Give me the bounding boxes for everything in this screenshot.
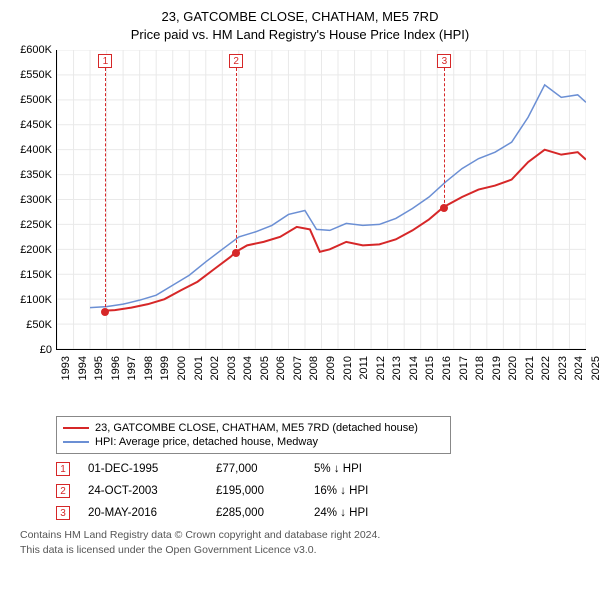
y-tick-label: £600K: [20, 44, 52, 56]
y-tick-label: £50K: [26, 319, 52, 331]
y-tick-label: £350K: [20, 169, 52, 181]
y-tick-label: £300K: [20, 194, 52, 206]
sale-marker-dot: [440, 204, 448, 212]
x-tick-label: 2017: [458, 356, 470, 380]
y-tick-label: £150K: [20, 269, 52, 281]
x-tick-label: 2014: [408, 356, 420, 380]
event-pct-vs-hpi: 24% ↓ HPI: [314, 507, 414, 519]
y-tick-label: £450K: [20, 119, 52, 131]
x-axis: 1993 1994 1995 1996 1997 1998 1999 2000 2001 2002…: [56, 352, 586, 410]
x-tick-label: 2012: [375, 356, 387, 380]
legend-label: 23, GATCOMBE CLOSE, CHATHAM, ME5 7RD (de…: [95, 422, 418, 434]
plot-svg: [57, 50, 586, 349]
x-tick-label: 2004: [242, 356, 254, 380]
y-tick-label: £0: [40, 344, 52, 356]
event-date: 01-DEC-1995: [88, 463, 198, 475]
x-tick-label: 2005: [259, 356, 271, 380]
x-tick-label: 2011: [358, 356, 370, 380]
x-tick-label: 2010: [342, 356, 354, 380]
x-tick-label: 2001: [193, 356, 205, 380]
sale-marker-dot: [232, 249, 240, 257]
event-price: £285,000: [216, 507, 296, 519]
event-row: 2 24-OCT-2003 £195,000 16% ↓ HPI: [56, 484, 590, 498]
y-tick-label: £550K: [20, 69, 52, 81]
event-date: 20-MAY-2016: [88, 507, 198, 519]
x-tick-label: 1997: [126, 356, 138, 380]
title-subtitle: Price paid vs. HM Land Registry's House …: [10, 26, 590, 44]
x-tick-label: 1994: [77, 356, 89, 380]
event-row: 1 01-DEC-1995 £77,000 5% ↓ HPI: [56, 462, 590, 476]
x-tick-label: 2015: [424, 356, 436, 380]
footer-copyright: Contains HM Land Registry data © Crown c…: [20, 528, 590, 543]
x-tick-label: 2003: [226, 356, 238, 380]
event-marker-box: 3: [56, 506, 70, 520]
x-tick-label: 2016: [441, 356, 453, 380]
x-tick-label: 2013: [391, 356, 403, 380]
y-tick-label: £200K: [20, 244, 52, 256]
chart-container: 23, GATCOMBE CLOSE, CHATHAM, ME5 7RD Pri…: [0, 0, 600, 568]
x-tick-label: 2009: [325, 356, 337, 380]
x-tick-label: 2023: [557, 356, 569, 380]
footer-licence: This data is licensed under the Open Gov…: [20, 543, 590, 558]
plot-area: 1 2 3: [56, 50, 586, 350]
x-tick-label: 2024: [573, 356, 585, 380]
x-tick-label: 1993: [60, 356, 72, 380]
y-tick-label: £250K: [20, 219, 52, 231]
legend-swatch: [63, 441, 89, 443]
legend: 23, GATCOMBE CLOSE, CHATHAM, ME5 7RD (de…: [56, 416, 451, 454]
x-tick-label: 1999: [159, 356, 171, 380]
x-tick-label: 2025: [590, 356, 600, 380]
x-tick-label: 1998: [143, 356, 155, 380]
y-axis: £0£50K£100K£150K£200K£250K£300K£350K£400…: [10, 50, 54, 350]
x-tick-label: 2018: [474, 356, 486, 380]
event-pct-vs-hpi: 5% ↓ HPI: [314, 463, 414, 475]
legend-label: HPI: Average price, detached house, Medw…: [95, 436, 318, 448]
x-tick-label: 2019: [491, 356, 503, 380]
title-block: 23, GATCOMBE CLOSE, CHATHAM, ME5 7RD Pri…: [10, 8, 590, 44]
events-table: 1 01-DEC-1995 £77,000 5% ↓ HPI 2 24-OCT-2003 £…: [56, 462, 590, 520]
legend-row: HPI: Average price, detached house, Medw…: [63, 435, 444, 449]
x-tick-label: 2006: [275, 356, 287, 380]
x-tick-label: 1995: [93, 356, 105, 380]
sale-marker-box: 3: [437, 54, 451, 68]
x-tick-label: 1996: [110, 356, 122, 380]
x-tick-label: 2022: [540, 356, 552, 380]
legend-swatch: [63, 427, 89, 429]
x-tick-label: 2020: [507, 356, 519, 380]
event-row: 3 20-MAY-2016 £285,000 24% ↓ HPI: [56, 506, 590, 520]
sale-marker-box: 1: [98, 54, 112, 68]
y-tick-label: £400K: [20, 144, 52, 156]
event-pct-vs-hpi: 16% ↓ HPI: [314, 485, 414, 497]
footer: Contains HM Land Registry data © Crown c…: [20, 528, 590, 557]
x-tick-label: 2021: [524, 356, 536, 380]
event-marker-box: 2: [56, 484, 70, 498]
event-price: £195,000: [216, 485, 296, 497]
sale-marker-line: [444, 68, 445, 208]
chart-area: £0 £50K £100K £150K £200K £250K £300K £350K £400…: [10, 50, 590, 410]
legend-row: 23, GATCOMBE CLOSE, CHATHAM, ME5 7RD (de…: [63, 421, 444, 435]
title-address: 23, GATCOMBE CLOSE, CHATHAM, ME5 7RD: [10, 8, 590, 26]
x-tick-label: 2008: [308, 356, 320, 380]
event-date: 24-OCT-2003: [88, 485, 198, 497]
event-marker-box: 1: [56, 462, 70, 476]
event-price: £77,000: [216, 463, 296, 475]
sale-marker-line: [236, 68, 237, 253]
x-tick-label: 2002: [209, 356, 221, 380]
sale-marker-line: [105, 68, 106, 312]
y-tick-label: £500K: [20, 94, 52, 106]
x-tick-label: 2000: [176, 356, 188, 380]
y-tick-label: £100K: [20, 294, 52, 306]
sale-marker-dot: [101, 308, 109, 316]
x-tick-label: 2007: [292, 356, 304, 380]
sale-marker-box: 2: [229, 54, 243, 68]
